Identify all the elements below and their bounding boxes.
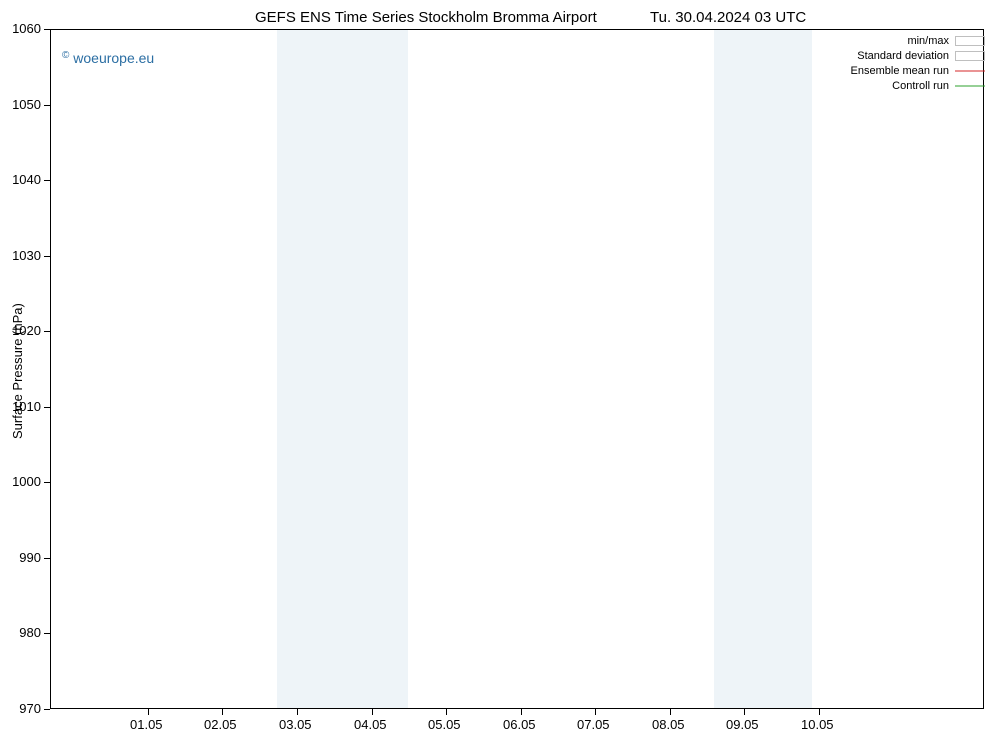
legend-item-1: Standard deviation: [857, 49, 985, 63]
legend-label: min/max: [907, 35, 949, 47]
xtick-label: 05.05: [428, 717, 461, 732]
chart-title-right: Tu. 30.04.2024 03 UTC: [650, 9, 806, 26]
legend-swatch: [955, 81, 985, 91]
xtick-mark: [372, 709, 373, 715]
xtick-mark: [521, 709, 522, 715]
xtick-mark: [148, 709, 149, 715]
ytick-mark: [44, 256, 50, 257]
copyright-icon: ©: [62, 50, 69, 61]
chart-container: { "meta": { "title_left": "GEFS ENS Time…: [0, 0, 1000, 733]
xtick-mark: [222, 709, 223, 715]
plot-border: [50, 29, 984, 709]
xtick-label: 01.05: [130, 717, 163, 732]
ytick-mark: [44, 29, 50, 30]
legend-swatch: [955, 51, 985, 61]
xtick-label: 06.05: [503, 717, 536, 732]
xtick-label: 10.05: [801, 717, 834, 732]
legend-label: Standard deviation: [857, 50, 949, 62]
xtick-mark: [670, 709, 671, 715]
ytick-label: 1030: [12, 248, 41, 263]
legend-label: Controll run: [892, 80, 949, 92]
watermark-text: woeurope.eu: [73, 50, 154, 66]
ytick-label: 1050: [12, 97, 41, 112]
ytick-label: 1000: [12, 474, 41, 489]
plot-area: [50, 29, 984, 709]
ytick-mark: [44, 407, 50, 408]
ytick-mark: [44, 105, 50, 106]
shaded-band-1: [351, 29, 408, 709]
xtick-mark: [446, 709, 447, 715]
xtick-mark: [819, 709, 820, 715]
ytick-mark: [44, 331, 50, 332]
xtick-label: 04.05: [354, 717, 387, 732]
legend: min/max Standard deviation Ensemble mean r…: [851, 34, 985, 93]
ytick-label: 1020: [12, 323, 41, 338]
ytick-mark: [44, 482, 50, 483]
ytick-mark: [44, 709, 50, 710]
legend-item-3: Controll run: [892, 79, 985, 93]
chart-title-left: GEFS ENS Time Series Stockholm Bromma Ai…: [255, 9, 597, 26]
xtick-mark: [744, 709, 745, 715]
xtick-mark: [595, 709, 596, 715]
legend-label: Ensemble mean run: [851, 65, 949, 77]
xtick-label: 02.05: [204, 717, 237, 732]
shaded-band-2: [714, 29, 812, 709]
shaded-band-0: [277, 29, 351, 709]
ytick-label: 1040: [12, 172, 41, 187]
xtick-label: 03.05: [279, 717, 312, 732]
legend-item-0: min/max: [907, 34, 985, 48]
ytick-mark: [44, 558, 50, 559]
watermark: © woeurope.eu: [62, 50, 154, 66]
ytick-label: 990: [19, 550, 41, 565]
xtick-label: 08.05: [652, 717, 685, 732]
legend-item-2: Ensemble mean run: [851, 64, 985, 78]
ytick-label: 980: [19, 625, 41, 640]
ytick-label: 1010: [12, 399, 41, 414]
ytick-label: 970: [19, 701, 41, 716]
xtick-label: 07.05: [577, 717, 610, 732]
legend-swatch: [955, 36, 985, 46]
legend-swatch: [955, 66, 985, 76]
ytick-mark: [44, 633, 50, 634]
xtick-label: 09.05: [726, 717, 759, 732]
ytick-label: 1060: [12, 21, 41, 36]
xtick-mark: [297, 709, 298, 715]
ytick-mark: [44, 180, 50, 181]
